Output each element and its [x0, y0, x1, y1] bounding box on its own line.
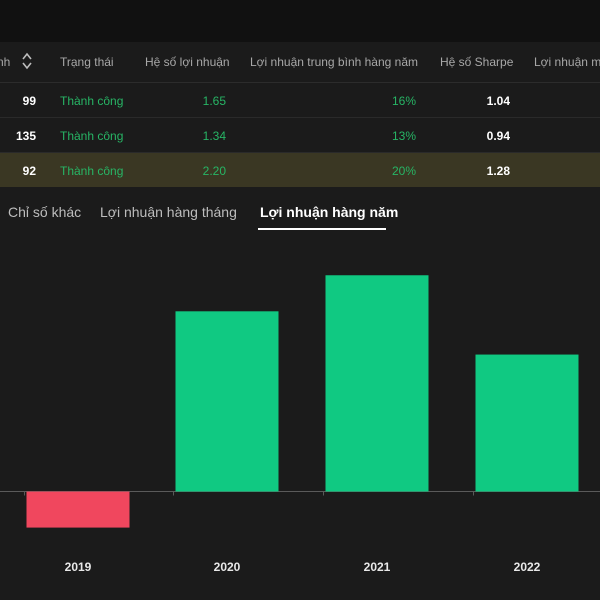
table-header: nh Trạng thái Hệ số lợi nhuận Lợi nhuận … [0, 42, 600, 83]
col-header-sharpe[interactable]: Hệ số Sharpe [440, 55, 514, 69]
cell-profit-factor: 1.65 [202, 94, 226, 108]
bar-2019[interactable] [26, 491, 130, 528]
cell-sharpe: 1.28 [486, 164, 510, 178]
cell-profit-factor: 2.20 [202, 164, 226, 178]
bar-2020[interactable] [175, 311, 279, 492]
col-header-status[interactable]: Trạng thái [60, 55, 114, 69]
cell-avg-annual: 13% [391, 129, 416, 143]
cell-sharpe: 0.94 [486, 129, 510, 143]
x-tick-label: 2020 [214, 560, 241, 574]
bar-2021[interactable] [325, 275, 429, 492]
tab-other-metrics[interactable]: Chỉ số khác [8, 204, 82, 220]
cell-profit-factor: 1.34 [202, 129, 226, 143]
table-row[interactable]: 99 Thành công 1.65 16% 1.04 [0, 83, 600, 118]
cell-status: Thành công [60, 129, 124, 143]
x-tick-label: 2019 [65, 560, 92, 574]
cell-sharpe: 1.04 [486, 94, 510, 108]
x-tick-label: 2021 [364, 560, 391, 574]
top-bar [0, 0, 600, 42]
tab-bar: Chỉ số khác Lợi nhuận hàng tháng Lợi nhu… [0, 196, 600, 232]
cell-count: 92 [22, 164, 36, 178]
cell-count: 99 [22, 94, 36, 108]
annual-profit-chart: 2019 2020 2021 2022 [0, 275, 600, 574]
table-row[interactable]: 135 Thành công 1.34 13% 0.94 [0, 118, 600, 153]
cell-status: Thành công [60, 164, 124, 178]
bar-2022[interactable] [475, 354, 579, 492]
col-header-profit-factor[interactable]: Hệ số lợi nhuận [145, 55, 230, 69]
cell-avg-annual: 16% [391, 94, 416, 108]
x-tick-label: 2022 [514, 560, 541, 574]
col-header-count[interactable]: nh [0, 55, 11, 69]
col-header-profit-more[interactable]: Lợi nhuận m [534, 55, 600, 69]
sort-icon[interactable] [22, 51, 32, 71]
table-row[interactable]: 92 Thành công 2.20 20% 1.28 [0, 153, 600, 187]
cell-status: Thành công [60, 94, 124, 108]
active-tab-indicator [258, 228, 386, 230]
cell-count: 135 [15, 129, 36, 143]
tab-annual-profit[interactable]: Lợi nhuận hàng năm [260, 204, 399, 220]
results-table: nh Trạng thái Hệ số lợi nhuận Lợi nhuận … [0, 42, 600, 187]
col-header-avg-annual[interactable]: Lợi nhuận trung bình hàng năm [250, 55, 418, 69]
tab-monthly-profit[interactable]: Lợi nhuận hàng tháng [100, 204, 237, 220]
cell-avg-annual: 20% [391, 164, 416, 178]
